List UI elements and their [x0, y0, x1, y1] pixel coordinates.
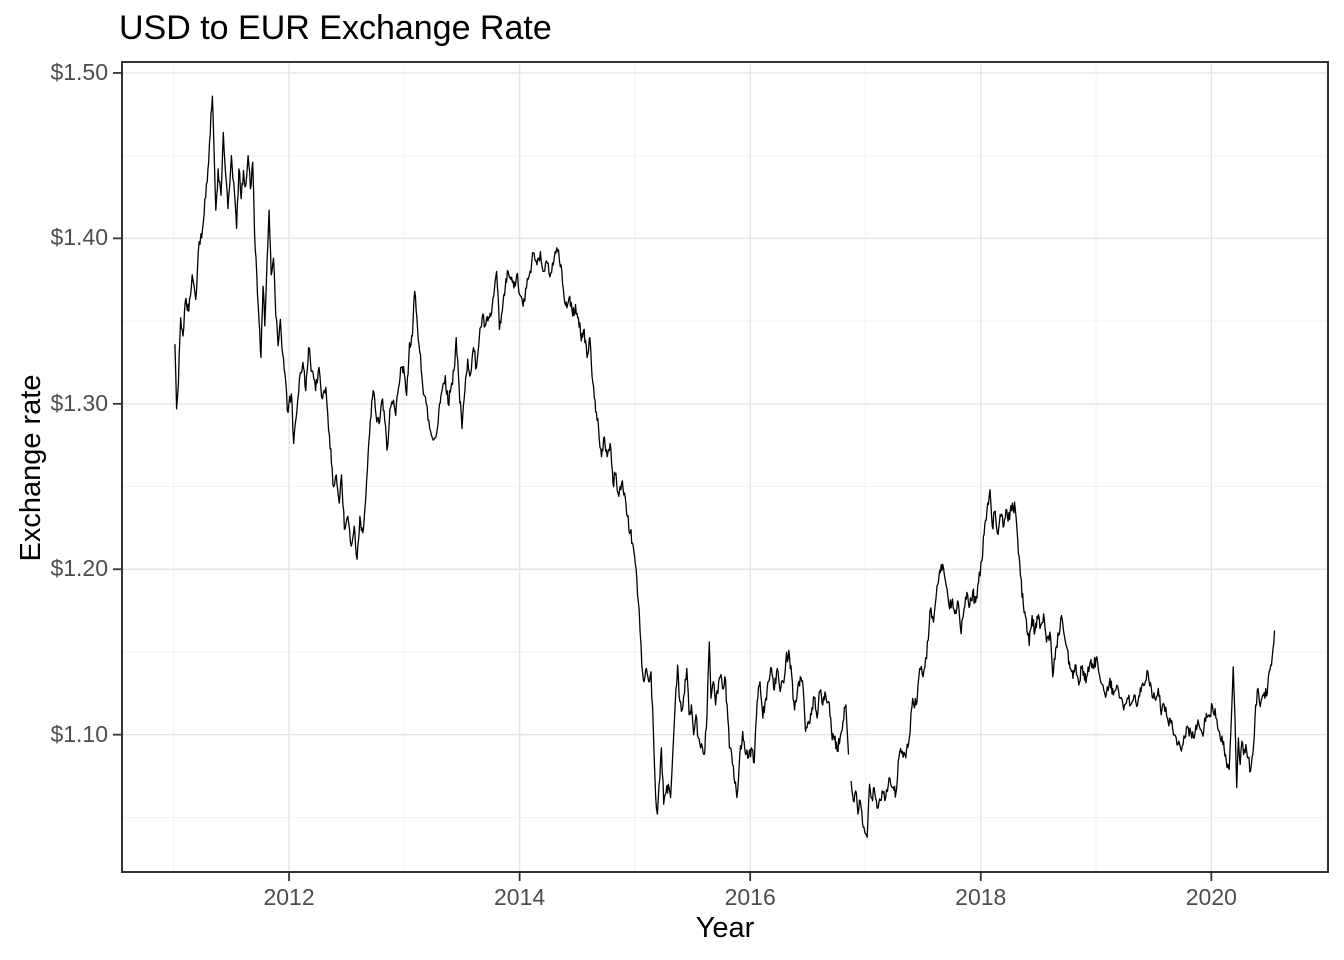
series-line	[850, 489, 1276, 838]
chart-title: USD to EUR Exchange Rate	[119, 9, 552, 47]
axis-tick-marks	[113, 72, 1213, 881]
y-axis-title: Exchange rate	[15, 374, 47, 562]
x-axis-title: Year	[695, 912, 755, 944]
major-gridlines	[122, 62, 1328, 872]
y-tick-label: $1.20	[50, 555, 108, 582]
series-line	[174, 95, 850, 815]
plot-panel	[122, 62, 1328, 872]
x-tick-label: 2012	[263, 884, 315, 910]
minor-gridlines	[122, 62, 1328, 872]
y-tick-label: $1.50	[50, 58, 108, 85]
y-tick-label: $1.30	[50, 389, 108, 416]
y-tick-label: $1.40	[50, 224, 108, 251]
x-tick-label: 2016	[724, 884, 776, 910]
y-tick-label: $1.10	[50, 720, 108, 747]
data-line	[174, 95, 1276, 838]
panel-border	[121, 61, 1329, 873]
x-tick-label: 2020	[1185, 884, 1237, 910]
x-tick-label: 2014	[494, 884, 546, 910]
x-tick-label: 2018	[955, 884, 1007, 910]
